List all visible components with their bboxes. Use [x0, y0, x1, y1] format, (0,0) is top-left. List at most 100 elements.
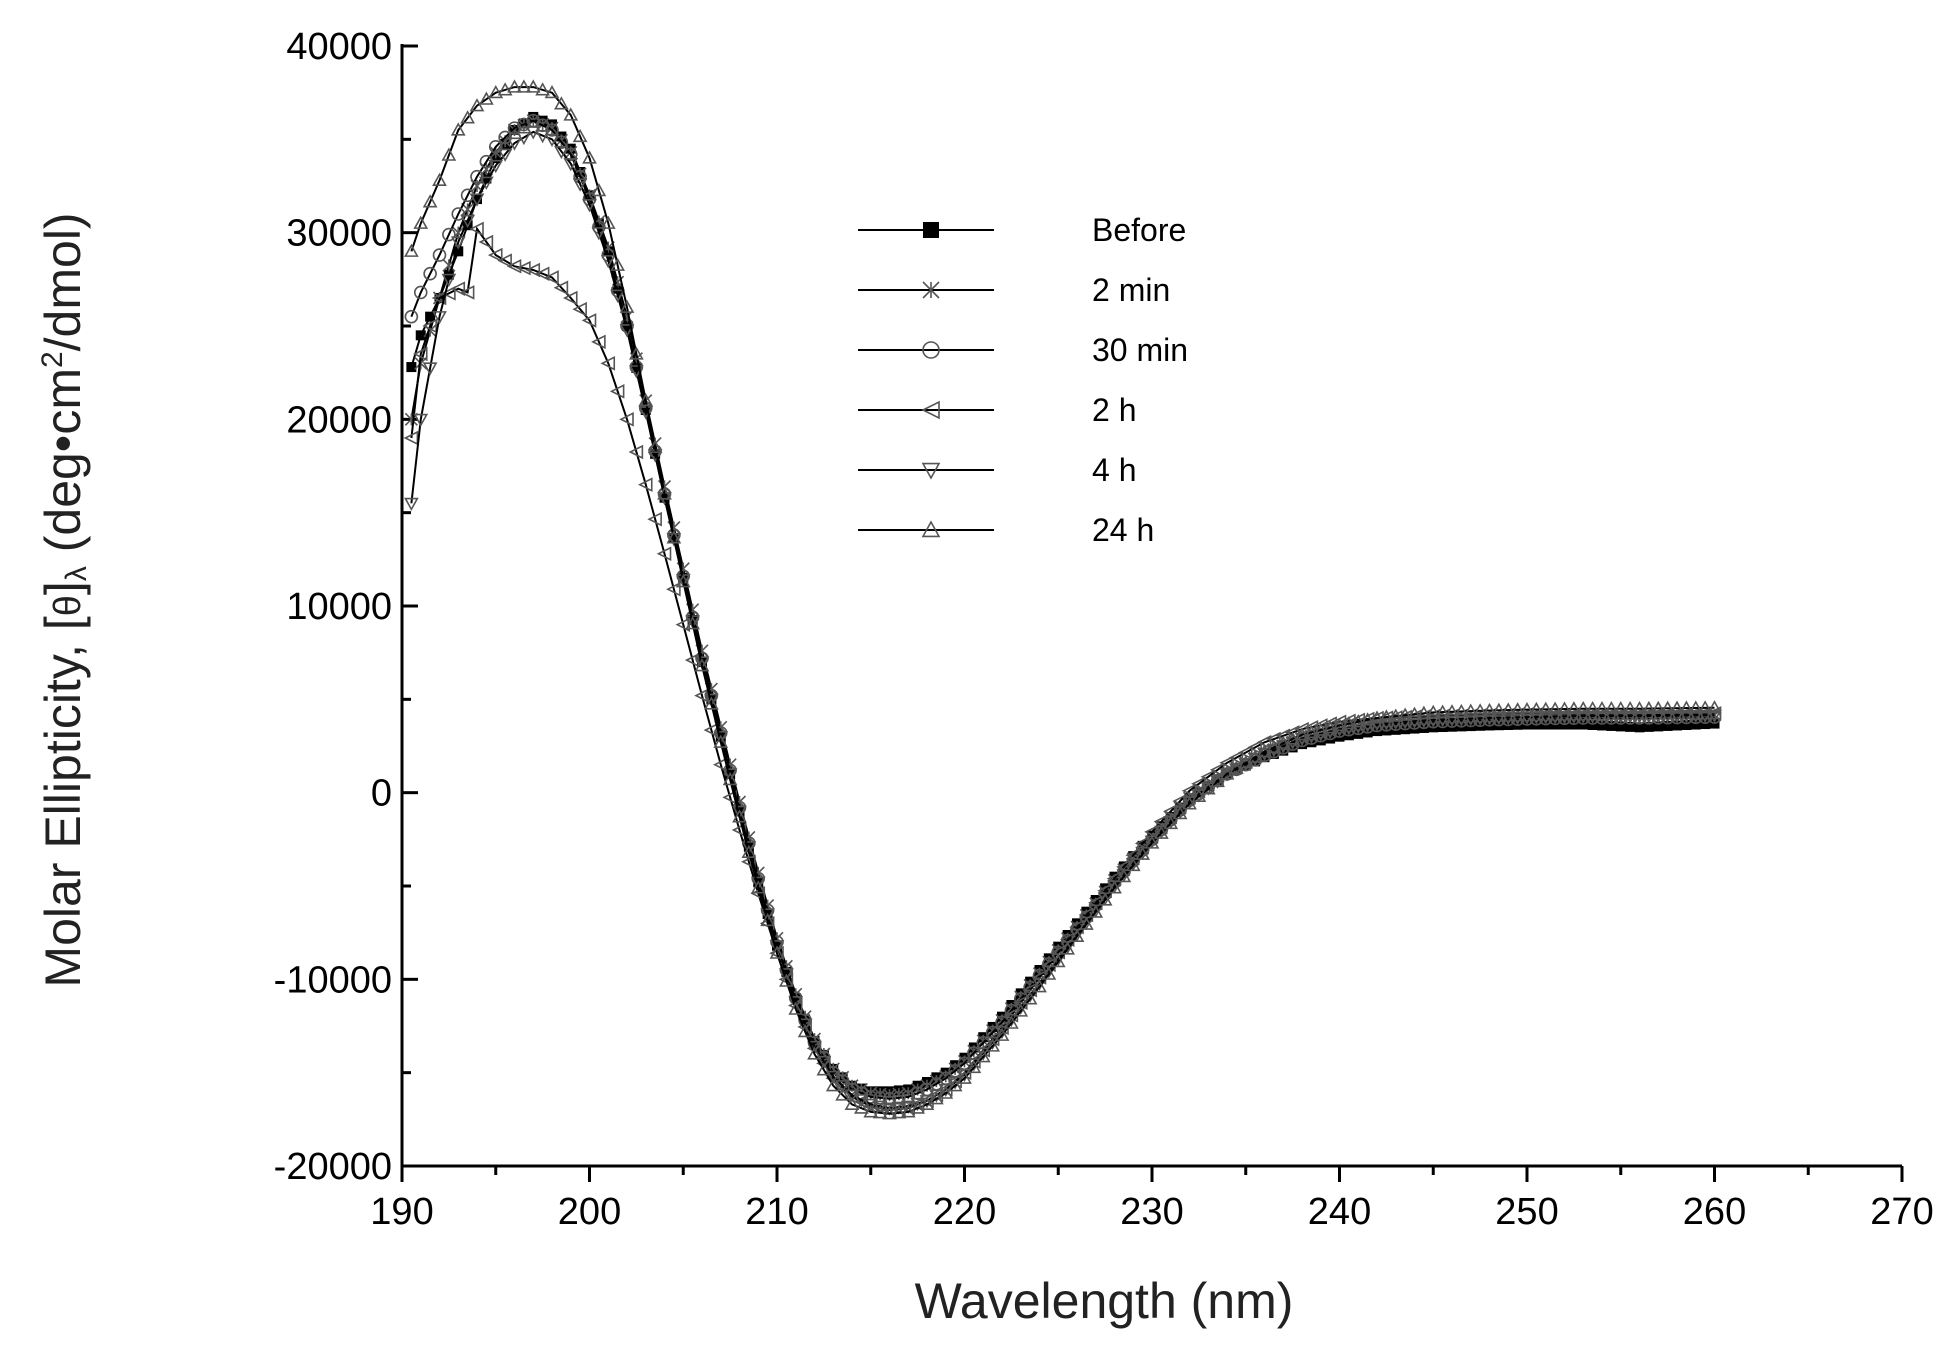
- series-24-h: [404, 79, 1722, 1120]
- data-point-open-circle: [882, 1092, 897, 1106]
- data-point-down-triangle: [921, 462, 941, 480]
- data-point-down-triangle: [760, 908, 775, 922]
- data-point-down-triangle: [1472, 712, 1488, 726]
- data-point-up-triangle: [1350, 714, 1366, 728]
- data-point-down-triangle: [694, 656, 710, 670]
- data-point-up-triangle: [1332, 717, 1347, 732]
- data-point-up-triangle: [1472, 703, 1488, 717]
- data-point-up-triangle: [694, 658, 710, 672]
- data-point-left-triangle: [581, 313, 597, 328]
- data-point-up-triangle: [1416, 705, 1432, 719]
- data-point-left-triangle: [1219, 755, 1234, 771]
- data-point-up-triangle: [629, 346, 644, 360]
- data-point-down-triangle: [1622, 710, 1638, 724]
- y-tick-label: 20000: [286, 399, 392, 441]
- data-point-up-triangle: [1679, 700, 1694, 714]
- data-point-up-triangle: [404, 243, 419, 257]
- data-point-up-triangle: [1557, 701, 1572, 715]
- data-point-down-triangle: [1632, 710, 1647, 724]
- data-point-down-triangle: [722, 768, 738, 782]
- data-point-filled-square: [1672, 720, 1682, 731]
- data-point-up-triangle: [713, 734, 729, 748]
- data-point-up-triangle: [1585, 701, 1600, 715]
- data-point-up-triangle: [1397, 707, 1413, 721]
- data-point-open-circle: [488, 140, 503, 154]
- data-point-left-triangle: [403, 430, 419, 446]
- data-point-up-triangle: [1622, 701, 1638, 715]
- data-point-up-triangle: [1144, 835, 1160, 849]
- data-point-down-triangle: [554, 145, 569, 160]
- y-tick-label: 40000: [286, 26, 392, 68]
- data-point-up-triangle: [432, 172, 447, 186]
- data-point-up-triangle: [507, 79, 522, 93]
- x-tick-label: 210: [745, 1191, 808, 1233]
- data-point-down-triangle: [563, 158, 579, 172]
- data-point-down-triangle: [1613, 710, 1629, 724]
- data-point-open-circle: [423, 266, 437, 281]
- data-point-down-triangle: [544, 133, 560, 147]
- data-point-left-triangle: [647, 511, 662, 527]
- y-tick-label: -20000: [274, 1146, 392, 1188]
- data-point-left-triangle: [525, 262, 541, 278]
- x-tick-label: 230: [1120, 1191, 1183, 1233]
- data-point-down-triangle: [863, 1098, 879, 1113]
- data-point-up-triangle: [1435, 704, 1450, 718]
- data-point-down-triangle: [469, 193, 485, 207]
- data-point-up-triangle: [1529, 701, 1544, 716]
- data-point-left-triangle: [412, 346, 428, 362]
- legend-label: 30 min: [1092, 332, 1188, 368]
- data-point-up-triangle: [1444, 704, 1460, 718]
- data-point-left-triangle: [637, 477, 653, 492]
- data-point-up-triangle: [1154, 825, 1169, 839]
- data-point-up-triangle: [1266, 739, 1282, 753]
- y-axis-title: Molar Ellipticity, [θ]λ (deg•cm2/dmol): [35, 212, 93, 987]
- data-point-up-triangle: [985, 1038, 1000, 1052]
- data-point-up-triangle: [450, 122, 466, 136]
- data-point-up-triangle: [1669, 700, 1685, 714]
- data-point-up-triangle: [1425, 704, 1441, 718]
- data-point-left-triangle: [921, 400, 940, 420]
- data-point-left-triangle: [1228, 750, 1244, 765]
- data-point-up-triangle: [516, 79, 532, 93]
- data-point-open-circle: [451, 207, 466, 221]
- data-point-down-triangle: [704, 693, 719, 707]
- data-point-down-triangle: [825, 1070, 841, 1085]
- data-point-up-triangle: [1191, 788, 1207, 802]
- data-point-up-triangle: [1210, 773, 1225, 788]
- data-point-up-triangle: [1041, 966, 1057, 980]
- y-axis-title-theta: θ: [47, 595, 89, 616]
- data-point-up-triangle: [1135, 846, 1150, 860]
- data-point-down-triangle: [816, 1055, 832, 1070]
- series-layer: [403, 79, 1722, 1120]
- data-point-up-triangle: [422, 194, 438, 208]
- data-point-up-triangle: [666, 530, 682, 544]
- data-point-filled-square: [1690, 719, 1701, 730]
- data-point-up-triangle: [854, 1100, 869, 1114]
- data-point-down-triangle: [891, 1101, 907, 1115]
- data-point-down-triangle: [1650, 710, 1666, 724]
- data-point-up-triangle: [525, 79, 541, 93]
- data-point-filled-square: [453, 246, 464, 257]
- data-point-up-triangle: [1604, 701, 1619, 715]
- data-point-down-triangle: [422, 362, 438, 376]
- data-point-open-circle: [460, 188, 475, 203]
- data-point-down-triangle: [741, 841, 757, 855]
- data-point-up-triangle: [1538, 701, 1554, 715]
- y-axis-title-unit-end: /dmol): [35, 212, 91, 351]
- data-point-open-circle: [901, 1090, 916, 1104]
- data-point-down-triangle: [432, 311, 447, 325]
- data-point-up-triangle: [572, 128, 588, 143]
- data-point-up-triangle: [1707, 700, 1722, 714]
- data-point-down-triangle: [1397, 716, 1413, 730]
- data-point-up-triangle: [591, 183, 607, 197]
- x-tick-label: 200: [558, 1191, 621, 1233]
- legend: Before 2 min 30 min 2 h 4 h 24 h: [858, 212, 1188, 548]
- data-point-up-triangle: [1369, 710, 1385, 724]
- data-point-up-triangle: [704, 696, 719, 710]
- y-tick-label: 0: [371, 773, 392, 815]
- legend-label: 2 h: [1092, 392, 1136, 428]
- data-point-down-triangle: [1604, 710, 1619, 724]
- data-point-left-triangle: [731, 822, 747, 838]
- legend-item: 30 min: [858, 332, 1188, 368]
- data-point-up-triangle: [1491, 702, 1507, 716]
